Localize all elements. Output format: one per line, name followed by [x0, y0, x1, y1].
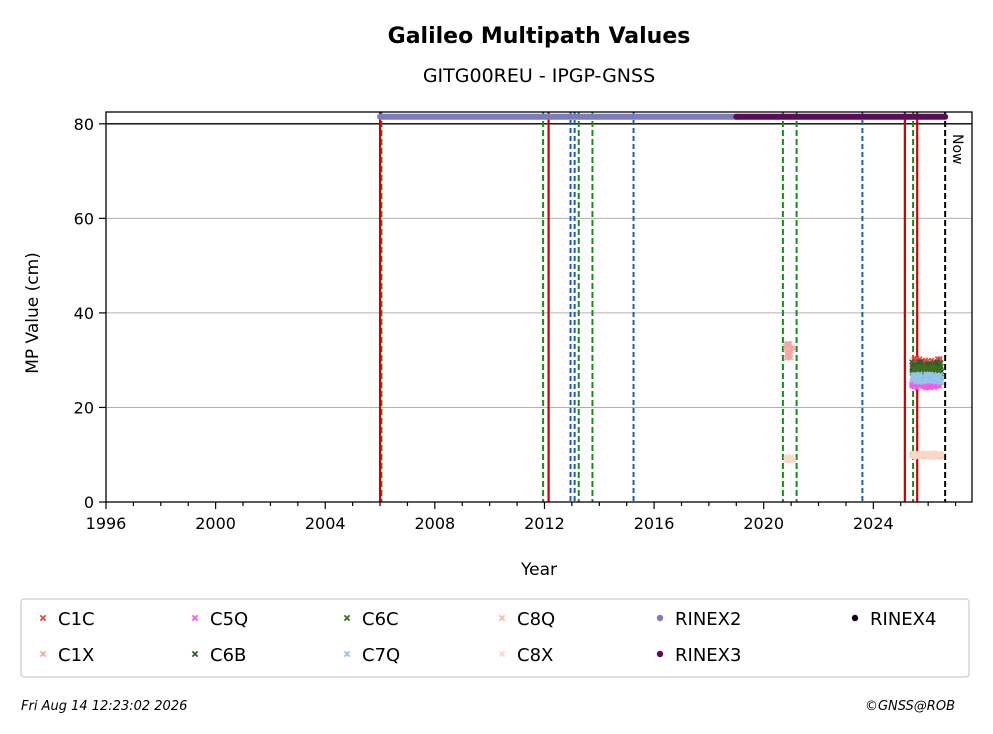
- point-c6b: [934, 359, 940, 365]
- point-c1x: [783, 355, 790, 361]
- y-tick-label: 40: [74, 304, 94, 323]
- legend-label: C1C: [58, 609, 95, 630]
- y-tick-label: 80: [74, 115, 94, 134]
- legend-entry-c8x: C8X: [498, 645, 553, 666]
- point-c1x: [783, 341, 790, 347]
- chart-subtitle: GITG00REU - IPGP-GNSS: [423, 65, 655, 87]
- legend-entry-c7q: C7Q: [343, 645, 400, 666]
- legend-entry-c5q: C5Q: [191, 609, 248, 630]
- legend-marker: [191, 650, 199, 658]
- point-c6c: [921, 364, 928, 370]
- data-points: [782, 340, 945, 464]
- legend-entry-c6b: C6B: [191, 645, 246, 666]
- point-c6c: [938, 363, 944, 370]
- legend-label: C8Q: [517, 609, 555, 630]
- legend-marker: [656, 650, 664, 658]
- legend-marker: [39, 614, 47, 622]
- now-label: Now: [949, 134, 965, 165]
- legend-label: RINEX3: [675, 645, 741, 666]
- legend: C1C C5Q C6C C8Q RINEX2 RINEX4 C1X C6B C7Q C8X RINE…: [39, 609, 936, 666]
- legend-marker: [851, 614, 859, 622]
- legend-marker: [39, 650, 47, 658]
- x-axis-label: Year: [520, 560, 557, 580]
- point-c1x: [790, 344, 796, 351]
- point-c7q: [922, 377, 929, 384]
- grid-lines: [106, 123, 972, 408]
- legend-label: RINEX4: [870, 609, 936, 630]
- y-tick-label: 0: [84, 493, 94, 512]
- legend-label: C1X: [58, 645, 94, 666]
- y-axis-label: MP Value (cm): [23, 252, 43, 374]
- legend-entry-rinex3: RINEX3: [656, 645, 741, 666]
- legend-entry-rinex2: RINEX2: [656, 609, 741, 630]
- x-tick-label: 2016: [634, 514, 675, 533]
- point-c8x: [930, 453, 937, 460]
- point-c8x: [910, 450, 917, 457]
- x-tick-label: 2012: [524, 514, 565, 533]
- point-c7q: [926, 371, 932, 378]
- legend-entry-c1x: C1X: [39, 645, 94, 666]
- point-c7q: [933, 373, 939, 379]
- legend-marker: [191, 614, 199, 622]
- legend-marker: [343, 650, 351, 658]
- legend-marker: [498, 614, 506, 622]
- x-tick-label: 2008: [415, 514, 456, 533]
- x-tick-label: 2020: [743, 514, 784, 533]
- plot-frame: [105, 111, 973, 503]
- legend-marker: [498, 650, 506, 658]
- point-c7q: [938, 379, 945, 386]
- legend-box: [20, 598, 970, 678]
- legend-marker: [343, 614, 351, 622]
- legend-entry-c8q: C8Q: [498, 609, 555, 630]
- x-tick-label: 2024: [853, 514, 894, 533]
- point-c7q: [919, 379, 925, 386]
- event-lines: [378, 112, 947, 502]
- legend-entry-c1c: C1C: [39, 609, 95, 630]
- point-c8x: [938, 451, 945, 458]
- x-tick-label: 2000: [195, 514, 236, 533]
- legend-label: C5Q: [210, 609, 248, 630]
- legend-label: C7Q: [362, 645, 400, 666]
- point-c7q: [929, 378, 936, 385]
- point-c6c: [911, 366, 918, 372]
- legend-entry-rinex4: RINEX4: [851, 609, 936, 630]
- legend-marker: [656, 614, 664, 622]
- x-axis-ticks: 1996 2000 2004 2008 2012 2016 2020 2024: [86, 502, 957, 533]
- y-tick-label: 60: [74, 209, 94, 228]
- chart-title: Galileo Multipath Values: [388, 24, 691, 49]
- point-c8x: [790, 456, 797, 463]
- footer-timestamp: Fri Aug 14 12:23:02 2026: [21, 699, 187, 714]
- y-tick-label: 20: [74, 398, 94, 417]
- footer-credit: ©GNSS@ROB: [865, 699, 955, 714]
- legend-label: C8X: [517, 645, 553, 666]
- x-tick-label: 2004: [305, 514, 346, 533]
- point-c8x: [917, 451, 924, 457]
- legend-label: C6B: [210, 645, 246, 666]
- point-c7q: [915, 375, 922, 381]
- legend-label: RINEX2: [675, 609, 741, 630]
- legend-entry-c6c: C6C: [343, 609, 399, 630]
- legend-label: C6C: [362, 609, 399, 630]
- x-tick-label: 1996: [86, 514, 127, 533]
- y-axis-ticks: 0 20 40 60 80: [74, 115, 106, 512]
